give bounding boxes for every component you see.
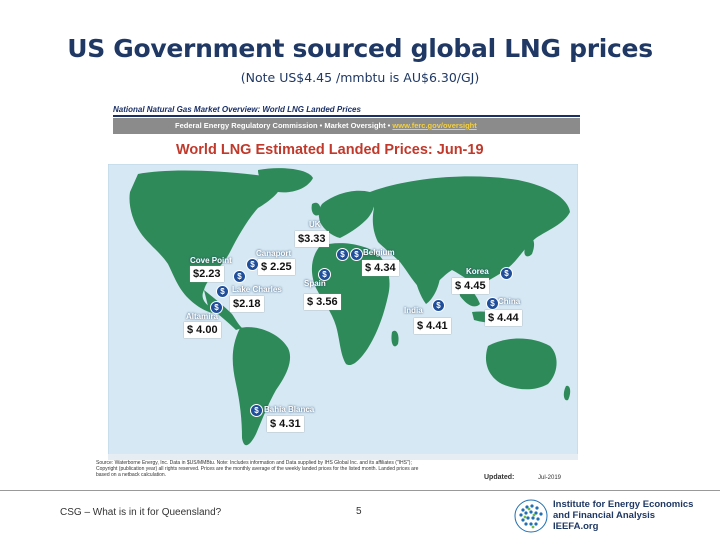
org-line-1: Institute for Energy Economics (553, 499, 694, 510)
updated-value: Jul-2019 (538, 475, 562, 481)
dollar-marker-icon: $ (500, 267, 513, 280)
updated-label: Updated: (484, 474, 515, 481)
world-map: UK $3.33 Cove Point $2.23 Canaport $ 2.2… (107, 163, 579, 461)
price-box: $2.18 (230, 296, 264, 312)
dollar-marker-icon: $ (318, 268, 331, 281)
price-box: $ 4.44 (485, 310, 522, 326)
dollar-marker-icon: $ (233, 270, 246, 283)
org-line-2: and Financial Analysis (553, 510, 656, 521)
dollar-marker-icon: $ (432, 299, 445, 312)
price-box: $ 4.45 (452, 278, 489, 294)
footer-caption: CSG – What is in it for Queensland? (60, 507, 222, 518)
figure-header-rule (113, 115, 580, 117)
price-box: $ 4.31 (267, 416, 304, 432)
map-title: World LNG Estimated Landed Prices: Jun-1… (176, 142, 484, 158)
org-line-3: IEEFA.org (553, 521, 599, 532)
price-box: $3.33 (295, 231, 329, 247)
oversight-link[interactable]: www.ferc.gov/oversight (392, 121, 477, 130)
price-box: $ 4.34 (362, 260, 399, 276)
terminal-label: Belgium (363, 248, 395, 257)
terminal-label: China (498, 297, 521, 306)
terminal-label: Lake Charles (232, 285, 282, 294)
dollar-marker-icon: $ (336, 248, 349, 261)
lng-price-figure: National Natural Gas Market Overview: Wo… (96, 98, 580, 490)
price-box: $ 2.25 (258, 259, 295, 275)
source-note: Source: Waterborne Energy, Inc. Data in … (96, 460, 419, 478)
page-number: 5 (356, 506, 362, 517)
price-box: $ 4.00 (184, 322, 221, 338)
terminal-label: Canaport (256, 249, 292, 258)
figure-header: National Natural Gas Market Overview: Wo… (113, 105, 361, 114)
price-box: $ 4.41 (414, 318, 451, 334)
terminal-label: Altamira (186, 312, 219, 321)
agency-text: Federal Energy Regulatory Commission • M… (175, 121, 393, 130)
globe-icon (514, 499, 548, 533)
map-title-text: World LNG Estimated Landed Prices: (176, 142, 437, 158)
terminal-label: Bahia Blanca (264, 405, 315, 414)
dollar-marker-icon: $ (216, 285, 229, 298)
org-name: Institute for Energy Economics and Finan… (553, 499, 693, 532)
dollar-marker-icon: $ (250, 404, 263, 417)
dollar-marker-icon: $ (486, 297, 499, 310)
price-box: $ 3.56 (304, 294, 341, 310)
footer-rule (0, 490, 720, 491)
terminal-label: Cove Point (190, 256, 232, 265)
terminal-label: Spain (304, 279, 326, 288)
agency-bar: Federal Energy Regulatory Commission • M… (113, 118, 580, 134)
terminal-label: India (404, 306, 423, 315)
slide-title: US Government sourced global LNG prices (67, 34, 653, 63)
dollar-marker-icon: $ (246, 258, 259, 271)
slide-subtitle: (Note US$4.45 /mmbtu is AU$6.30/GJ) (240, 70, 480, 85)
terminal-label: UK (309, 220, 321, 229)
dollar-marker-icon: $ (210, 301, 223, 314)
map-date: Jun-19 (436, 142, 484, 158)
dollar-marker-icon: $ (350, 248, 363, 261)
terminal-label: Korea (466, 267, 489, 276)
price-box: $2.23 (190, 266, 224, 282)
